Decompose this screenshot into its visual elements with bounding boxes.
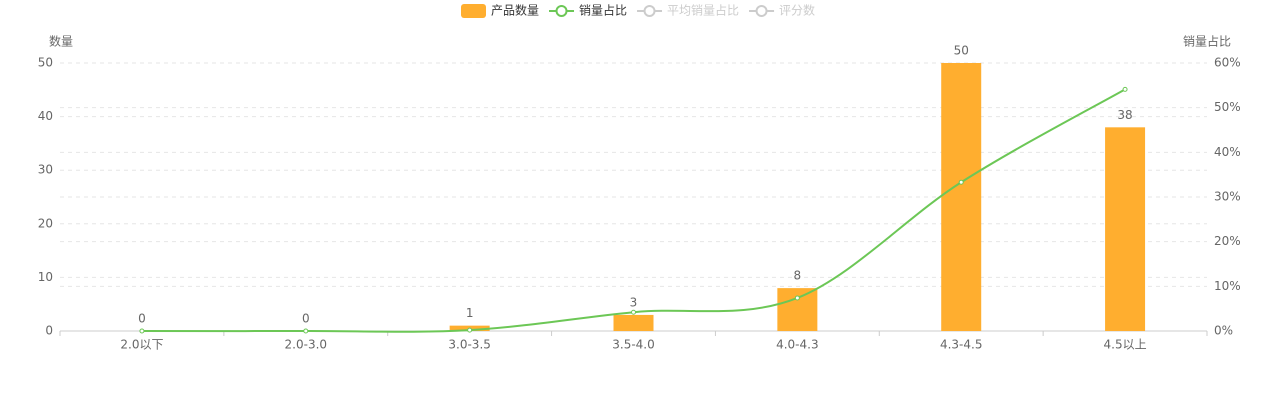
x-tick-label: 3.0-3.5: [448, 338, 491, 352]
y-tick-label: 40: [38, 109, 53, 123]
legend-swatch: [643, 5, 656, 17]
line-point: [467, 327, 473, 333]
legend-label: 产品数量: [491, 3, 539, 18]
y2-axis-title: 销量占比: [1183, 34, 1231, 49]
y-tick-label: 0: [45, 324, 53, 338]
x-tick-label: 4.3-4.5: [940, 338, 983, 352]
line-point: [1122, 86, 1128, 92]
data-label: 1: [466, 306, 474, 320]
y2-tick-label: 40%: [1214, 145, 1241, 159]
x-tick-label: 4.5以上: [1104, 338, 1147, 352]
y-tick-label: 20: [38, 216, 53, 230]
y-tick-label: 50: [38, 56, 53, 70]
legend-label: 评分数: [779, 3, 815, 18]
data-label: 38: [1117, 108, 1132, 122]
bar: [941, 63, 982, 331]
legend-swatch: [755, 5, 768, 17]
data-label: 50: [954, 44, 969, 58]
y2-tick-label: 60%: [1214, 56, 1241, 70]
y2-tick-label: 0%: [1214, 324, 1233, 338]
y-tick-label: 30: [38, 163, 53, 177]
y2-tick-label: 30%: [1214, 190, 1241, 204]
y-tick-label: 10: [38, 270, 53, 284]
data-label: 0: [302, 312, 310, 326]
x-tick-label: 3.5-4.0: [612, 338, 655, 352]
y2-tick-label: 50%: [1214, 100, 1241, 114]
y2-tick-label: 20%: [1214, 234, 1241, 248]
line-point: [958, 179, 964, 185]
bar: [777, 288, 818, 331]
data-label: 3: [630, 295, 638, 309]
data-label: 0: [138, 312, 146, 326]
legend-label: 销量占比: [579, 3, 627, 18]
line-point: [631, 309, 636, 315]
x-tick-label: 2.0-3.0: [285, 338, 328, 352]
x-tick-label: 4.0-4.3: [776, 338, 819, 352]
line-point: [303, 328, 309, 334]
line-point: [794, 295, 800, 301]
legend-swatch: [461, 4, 486, 18]
y2-tick-label: 10%: [1214, 279, 1241, 293]
bar: [1105, 127, 1146, 331]
y-axis-title: 数量: [49, 34, 73, 49]
data-label: 8: [794, 269, 802, 283]
line-point: [139, 328, 145, 334]
legend-swatch: [555, 5, 568, 17]
bar: [613, 314, 654, 331]
legend-label: 平均销量占比: [667, 3, 739, 18]
x-tick-label: 2.0以下: [120, 338, 163, 352]
